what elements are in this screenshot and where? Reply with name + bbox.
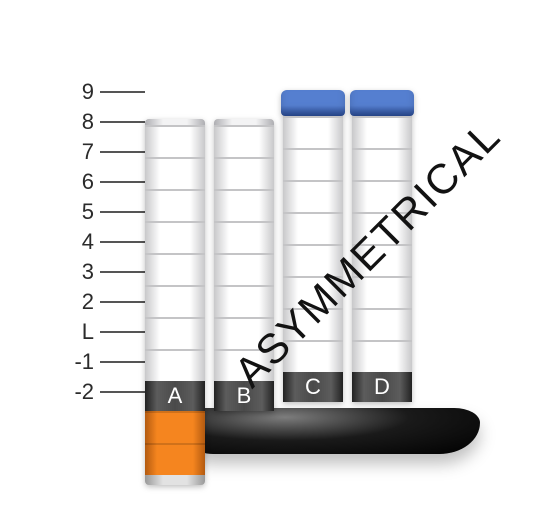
axis-tick: 3: [62, 257, 145, 287]
column-segment: [352, 116, 412, 148]
column-cap: [281, 90, 345, 116]
axis-tick: 8: [62, 107, 145, 137]
axis-tick-label: 4: [62, 229, 94, 255]
column-segment: [352, 180, 412, 212]
axis-tick: -2: [62, 377, 145, 407]
column-segment: [145, 253, 205, 285]
axis-tick: 9: [62, 77, 145, 107]
axis-tick-label: 3: [62, 259, 94, 285]
column-foot: [145, 475, 205, 485]
axis-tick-label: -2: [62, 379, 94, 405]
column-segment: [214, 349, 274, 381]
column-segment: [145, 317, 205, 349]
axis-tick-line: [100, 361, 145, 363]
column-segment: [214, 189, 274, 221]
column-segment: [214, 157, 274, 189]
column-segment: [352, 308, 412, 340]
column-b: B: [214, 119, 274, 411]
diagram-stage: 98765432L-1-2 ABCD ASYMMETRICAL: [0, 0, 550, 506]
column-a: A: [145, 119, 205, 485]
axis-tick: 5: [62, 197, 145, 227]
axis-tick-line: [100, 301, 145, 303]
platform-base: [180, 408, 480, 454]
column-d: D: [352, 90, 412, 402]
axis-tick: 2: [62, 287, 145, 317]
axis-tick-label: 9: [62, 79, 94, 105]
axis-tick-line: [100, 91, 145, 93]
column-segment: [283, 308, 343, 340]
axis-tick: -1: [62, 347, 145, 377]
column-segment: [283, 180, 343, 212]
column-segment: [214, 221, 274, 253]
column-below-segment: [145, 411, 205, 443]
column-segment: [283, 276, 343, 308]
axis-tick-line: [100, 151, 145, 153]
axis-tick-line: [100, 211, 145, 213]
axis-tick-label: 2: [62, 289, 94, 315]
column-base-label: C: [283, 372, 343, 402]
axis-tick-line: [100, 181, 145, 183]
axis-tick-label: 7: [62, 139, 94, 165]
axis-tick: 4: [62, 227, 145, 257]
axis-tick-line: [100, 271, 145, 273]
axis-tick-line: [100, 391, 145, 393]
column-base-label: B: [214, 381, 274, 411]
column-base-label: D: [352, 372, 412, 402]
axis-tick-label: L: [62, 319, 94, 345]
column-segment: [145, 125, 205, 157]
column-cap: [350, 90, 414, 116]
axis-tick-line: [100, 331, 145, 333]
axis-tick: L: [62, 317, 145, 347]
column-below-segment: [145, 443, 205, 475]
axis-tick-label: 8: [62, 109, 94, 135]
column-segment: [283, 212, 343, 244]
axis-tick-line: [100, 241, 145, 243]
column-segment: [214, 125, 274, 157]
column-segment: [352, 148, 412, 180]
column-segment: [145, 157, 205, 189]
column-segment: [214, 285, 274, 317]
column-base-label: A: [145, 381, 205, 411]
column-segment: [145, 189, 205, 221]
column-segment: [352, 212, 412, 244]
axis-tick: 7: [62, 137, 145, 167]
column-segment: [352, 276, 412, 308]
column-segment: [283, 148, 343, 180]
column-segment: [145, 221, 205, 253]
column-segment: [283, 340, 343, 372]
column-segment: [283, 244, 343, 276]
column-c: C: [283, 90, 343, 402]
axis-tick-label: 6: [62, 169, 94, 195]
column-segment: [214, 253, 274, 285]
column-segment: [352, 244, 412, 276]
y-axis-ruler: 9 8 7 6 5 4 3 2 L -1 -2: [62, 77, 145, 407]
axis-tick-line: [100, 121, 145, 123]
column-segment: [283, 116, 343, 148]
axis-tick-label: 5: [62, 199, 94, 225]
axis-tick: 6: [62, 167, 145, 197]
column-segment: [145, 285, 205, 317]
column-segment: [214, 317, 274, 349]
column-segment: [352, 340, 412, 372]
axis-tick-label: -1: [62, 349, 94, 375]
column-segment: [145, 349, 205, 381]
